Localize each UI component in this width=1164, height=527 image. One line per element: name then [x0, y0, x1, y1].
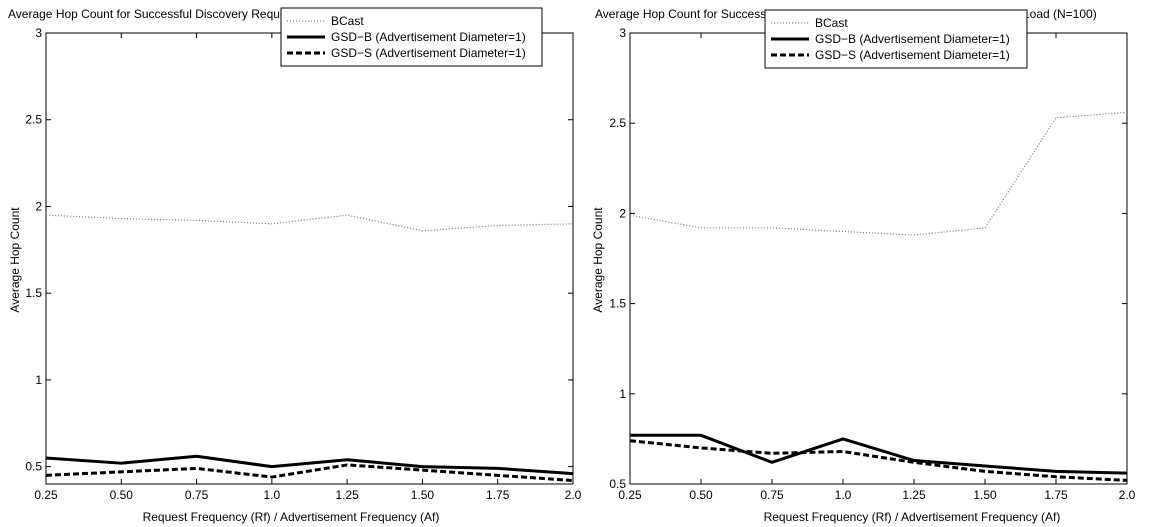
y-tick-label: 1.5 — [609, 297, 626, 311]
y-tick-label: 0.5 — [609, 477, 626, 491]
legend-entry: BCast — [815, 16, 848, 30]
series-line — [629, 439, 1128, 482]
x-axis-title: Request Frequency (Rf) / Advertisement F… — [143, 510, 440, 524]
x-tick-label: 1.0 — [835, 488, 852, 502]
series-line — [45, 214, 574, 232]
x-tick-label: 1.25 — [902, 488, 926, 502]
x-tick-label: 1.50 — [411, 488, 435, 502]
series-line — [45, 454, 574, 476]
y-axis-title-right: Average Hop Count — [591, 207, 605, 313]
x-tick-label: 0.25 — [34, 488, 58, 502]
plot-frame — [629, 32, 1128, 485]
y-tick-label: 1 — [619, 387, 626, 401]
y-tick-label: 2 — [619, 206, 626, 220]
series-line — [45, 463, 574, 483]
y-tick-label: 3 — [35, 26, 42, 40]
x-tick-label: 0.50 — [110, 488, 134, 502]
x-tick-label: 0.25 — [618, 488, 642, 502]
chart-right: Average Hop Count for Successful Discove… — [582, 0, 1164, 527]
plot-frame — [45, 32, 574, 485]
chart-right-svg: Average Hop Count for Successful Discove… — [591, 7, 1136, 524]
x-axis-title: Request Frequency (Rf) / Advertisement F… — [764, 510, 1061, 524]
y-tick-label: 1 — [35, 373, 42, 387]
x-tick-label: 1.25 — [335, 488, 359, 502]
y-tick-label: 2.5 — [609, 116, 626, 130]
x-tick-label: 0.50 — [689, 488, 713, 502]
y-tick-label: 2 — [35, 199, 42, 213]
legend-entry: BCast — [331, 14, 364, 28]
x-tick-label: 1.0 — [264, 488, 281, 502]
x-tick-label: 2.0 — [1119, 488, 1136, 502]
series-line — [630, 433, 1128, 475]
y-axis-title: Average Hop Count — [8, 207, 22, 313]
y-tick-label: 0.5 — [25, 460, 42, 474]
chart-left-svg: Average Hop Count for Successful Discove… — [8, 7, 582, 524]
y-tick-label: 3 — [619, 26, 626, 40]
series-line — [629, 111, 1128, 236]
x-tick-label: 1.50 — [973, 488, 997, 502]
x-tick-label: 1.75 — [1044, 488, 1068, 502]
x-tick-label: 0.75 — [760, 488, 784, 502]
legend-entry: GSD−S (Advertisement Diameter=1) — [331, 46, 526, 60]
chart-left: Average Hop Count for Successful Discove… — [8, 7, 582, 524]
x-tick-label: 2.0 — [565, 488, 582, 502]
legend-entry: GSD−B (Advertisement Diameter=1) — [331, 30, 526, 44]
x-tick-label: 0.75 — [185, 488, 209, 502]
y-tick-label: 2.5 — [25, 113, 42, 127]
y-tick-label: 1.5 — [25, 286, 42, 300]
x-tick-label: 1.75 — [486, 488, 510, 502]
legend-entry: GSD−B (Advertisement Diameter=1) — [815, 32, 1010, 46]
legend-entry: GSD−S (Advertisement Diameter=1) — [815, 48, 1010, 62]
